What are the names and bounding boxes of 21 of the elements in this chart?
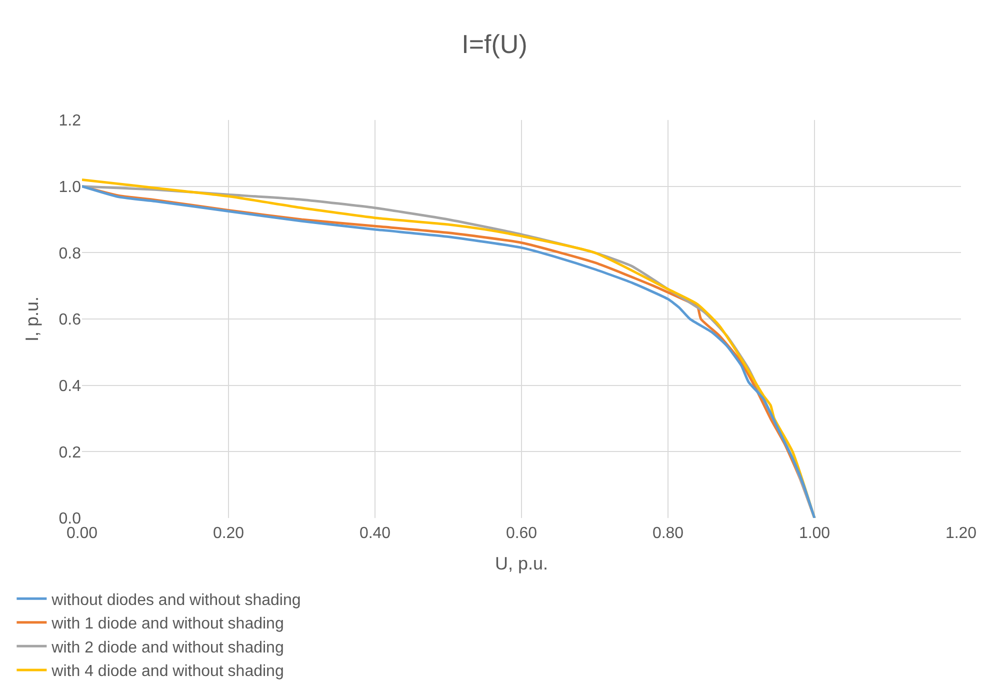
x-tick-label: 1.00 [798,525,830,542]
x-tick-label: 0.40 [359,525,391,542]
x-tick-label: 0.60 [506,525,538,542]
y-tick-label: 0.2 [58,444,82,462]
legend-label: without diodes and without shading [50,592,301,609]
chart-title: I=f(U) [462,29,528,60]
y-axis-title: I, p.u. [22,296,42,342]
x-tick-label: 0.00 [66,525,98,542]
y-tick-label: 0.0 [58,510,82,528]
x-axis-title: U, p.u. [494,553,548,574]
x-tick-label: 0.80 [652,525,684,542]
y-tick-label: 0.8 [58,245,82,262]
legend-label: with 1 diode and without shading [50,616,284,633]
legend-label: with 2 diode and without shading [50,639,284,656]
y-tick-label: 0.6 [58,312,82,329]
x-tick-label: 1.20 [945,525,977,542]
legend-label: with 4 diode and without shading [50,663,284,680]
y-tick-label: 1.0 [58,178,82,196]
y-tick-label: 1.2 [58,112,82,130]
y-tick-label: 0.4 [58,378,82,395]
x-tick-label: 0.20 [212,525,244,542]
